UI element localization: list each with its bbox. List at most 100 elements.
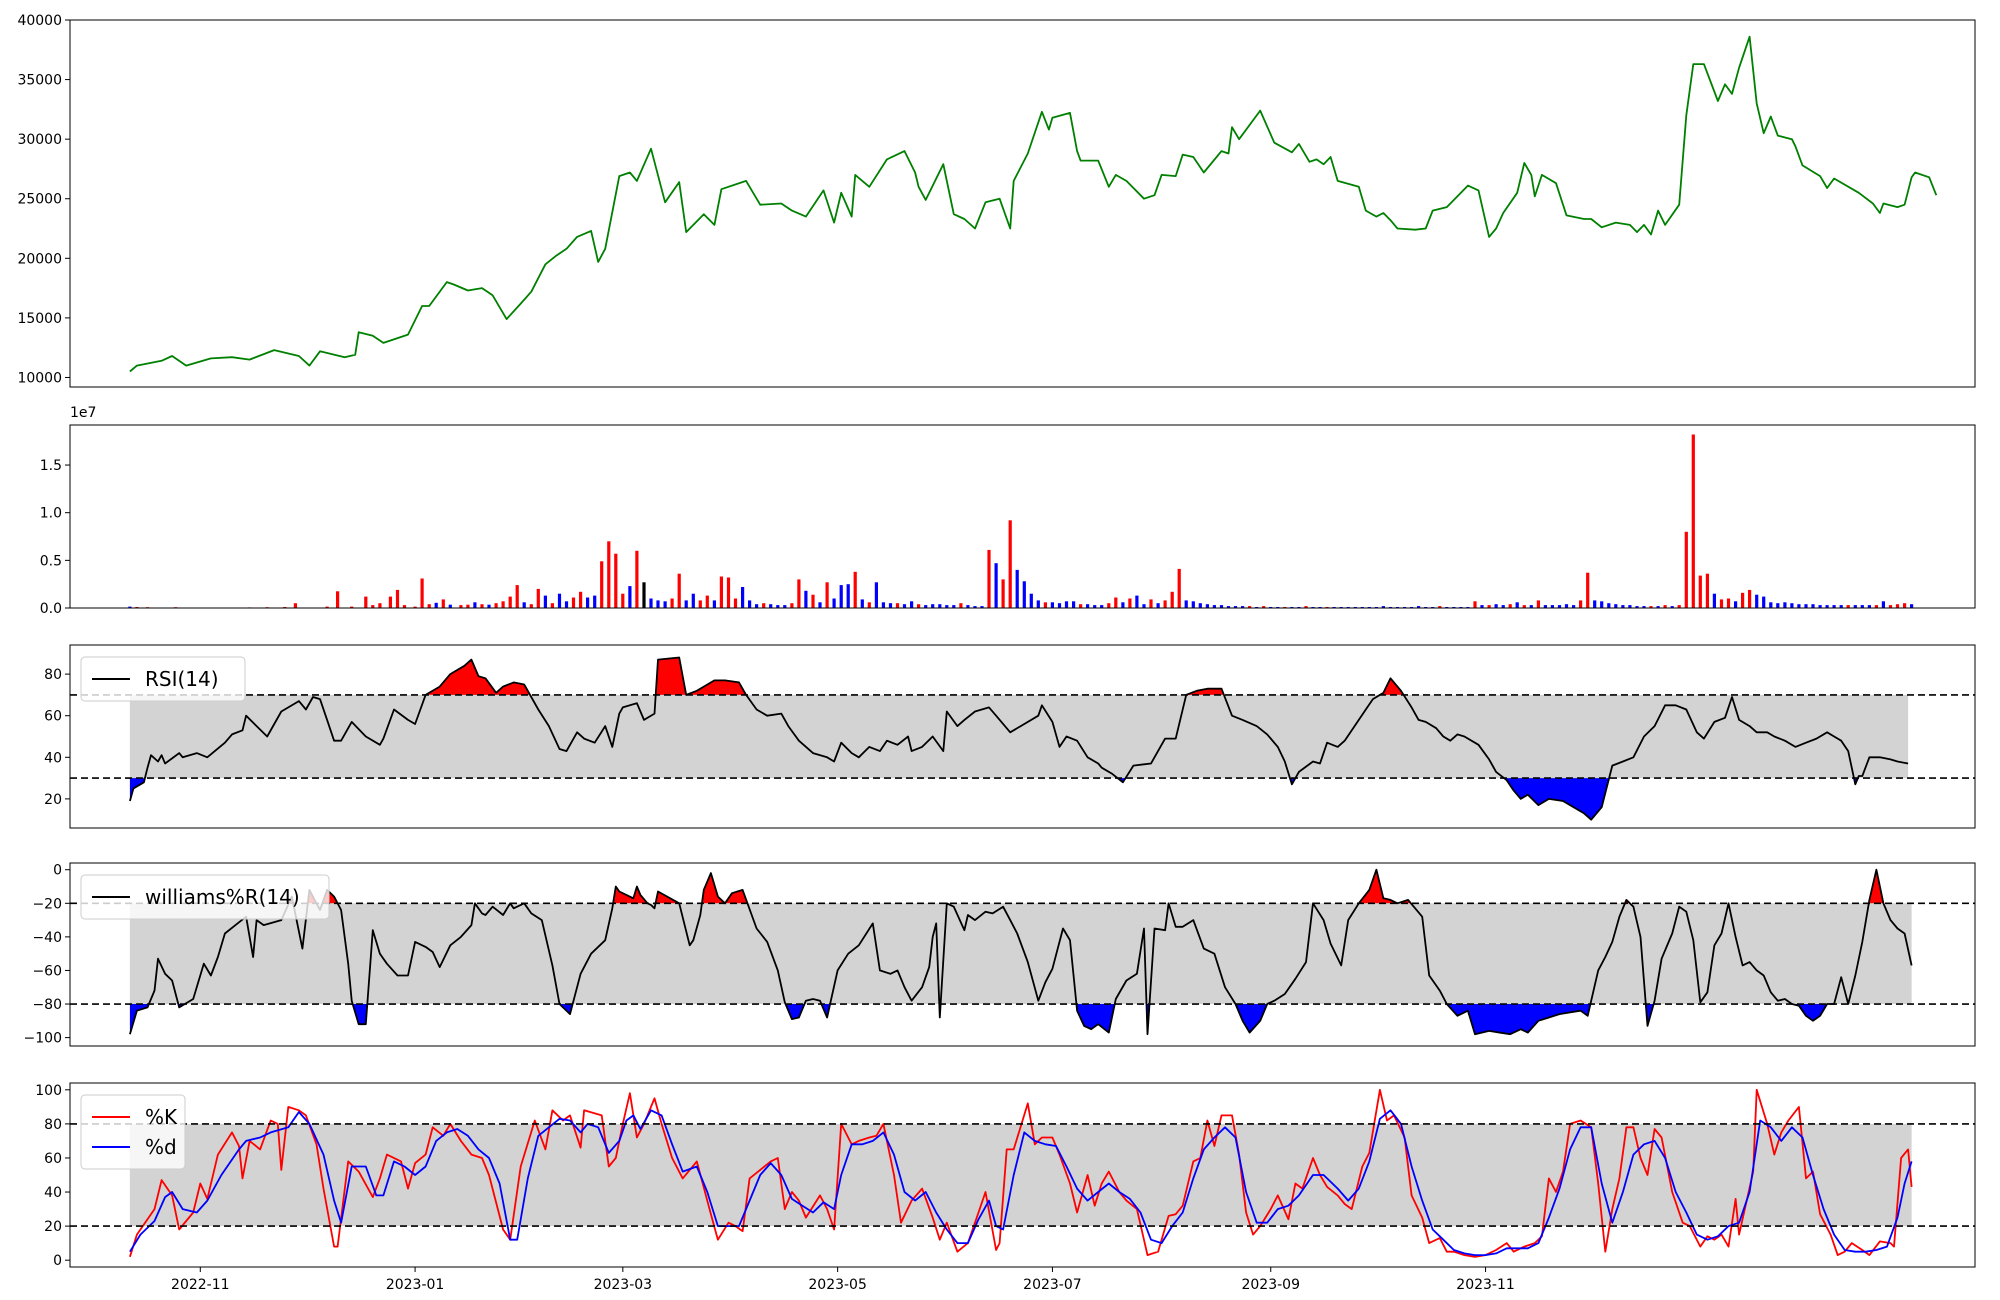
volume-bar <box>853 571 857 608</box>
volume-bar <box>1064 601 1069 608</box>
oversold-fill <box>129 778 145 801</box>
volume-bar <box>952 605 956 608</box>
volume-bar <box>1156 603 1160 608</box>
oversold-fill <box>1446 1004 1591 1035</box>
volume-bar <box>726 577 731 608</box>
volume-bar <box>1607 603 1611 608</box>
volume-bar <box>1593 600 1597 608</box>
volume-bar <box>1219 605 1224 608</box>
volume-bar <box>762 603 766 608</box>
volume-bar <box>656 600 660 608</box>
volume-bar <box>1614 604 1618 608</box>
volume-bar <box>388 596 392 608</box>
volume-bar <box>790 603 794 608</box>
rsi-line <box>129 656 1909 821</box>
volume-bar <box>1191 601 1195 608</box>
overbought-fill <box>655 657 687 695</box>
volume-bar <box>600 561 604 608</box>
legend-label: %K <box>145 1105 178 1129</box>
volume-bar <box>684 600 688 608</box>
volume-bar <box>712 600 716 608</box>
volume-bar <box>895 603 900 608</box>
volume-bar <box>1262 606 1266 608</box>
volume-bar <box>1572 605 1576 608</box>
volume-bar <box>1086 604 1090 608</box>
volume-bar <box>1719 599 1724 608</box>
volume-bar <box>586 597 590 608</box>
volume-bar <box>1248 606 1252 608</box>
volume-bar <box>1001 579 1005 608</box>
volume-bar <box>642 582 646 608</box>
volume-bar <box>966 605 970 608</box>
volume-bar <box>1579 600 1583 608</box>
volume-bar <box>917 604 921 608</box>
x-tick-label: 2023-07 <box>1023 1277 1082 1293</box>
volume-bar <box>1536 600 1540 608</box>
volume-bar <box>448 604 452 608</box>
volume-bar <box>1656 606 1660 608</box>
volume-bar <box>811 594 815 608</box>
volume-bar <box>480 604 484 608</box>
volume-bar <box>783 605 787 608</box>
volume-bar <box>1015 569 1019 608</box>
y-tick-label: 35000 <box>17 73 62 89</box>
volume-bar <box>945 605 949 608</box>
volume-bar <box>371 605 375 608</box>
volume-bar <box>1818 605 1822 608</box>
volume-bar <box>413 606 417 608</box>
volume-bar <box>1494 604 1498 608</box>
volume-bar <box>1142 604 1146 608</box>
axis-offset-label: 1e7 <box>70 405 96 421</box>
y-tick-label: 60 <box>44 709 62 725</box>
volume-bar <box>1874 605 1878 608</box>
volume-bar <box>769 604 773 608</box>
volume-bar <box>931 604 935 608</box>
volume-bar <box>1036 600 1040 608</box>
y-tick-label: 1.5 <box>40 458 62 474</box>
volume-bar <box>1684 531 1688 609</box>
volume-bar <box>733 598 738 608</box>
volume-bar <box>1557 605 1562 608</box>
y-tick-label: 40 <box>44 1185 62 1201</box>
volume-bar <box>1642 606 1646 608</box>
volume-bar <box>1543 605 1547 608</box>
x-tick-label: 2023-09 <box>1241 1277 1300 1293</box>
y-tick-label: 40000 <box>17 13 62 29</box>
legend-label: williams%R(14) <box>145 885 300 909</box>
y-tick-label: 0 <box>53 1253 62 1269</box>
x-tick-label: 2023-11 <box>1456 1277 1515 1293</box>
volume-bar <box>994 563 998 608</box>
volume-bar <box>1797 604 1801 608</box>
volume-bar <box>776 605 780 608</box>
y-tick-label: 100 <box>35 1083 62 1099</box>
volume-bar <box>466 604 470 608</box>
volume-bar <box>1903 603 1907 608</box>
y-tick-label: 80 <box>44 1117 62 1133</box>
volume-bar <box>1790 603 1794 608</box>
volume-bar <box>1121 602 1125 608</box>
volume-bar <box>1128 598 1132 608</box>
oversold-fill <box>352 1004 368 1025</box>
volume-bar <box>797 579 801 608</box>
volume-bar <box>1853 605 1857 608</box>
volume-bar <box>1783 602 1787 608</box>
y-tick-label: 25000 <box>17 192 62 208</box>
volume-bar <box>1649 606 1653 608</box>
volume-bar <box>543 595 547 608</box>
volume-bar <box>550 603 554 608</box>
volume-bar <box>1825 605 1829 608</box>
x-tick-label: 2022-11 <box>171 1277 230 1293</box>
price-line <box>129 35 1938 373</box>
volume-bar <box>1628 605 1632 608</box>
volume-bar <box>1586 572 1590 608</box>
volume-bar <box>818 602 822 608</box>
y-tick-label: 80 <box>44 667 62 683</box>
volume-bar <box>1050 602 1054 608</box>
volume-bar <box>987 549 991 608</box>
volume-bar <box>677 573 681 608</box>
volume-bar <box>434 602 438 608</box>
legend-label: %d <box>145 1135 177 1159</box>
volume-bar <box>1881 601 1885 608</box>
volume-bar <box>1522 605 1526 608</box>
